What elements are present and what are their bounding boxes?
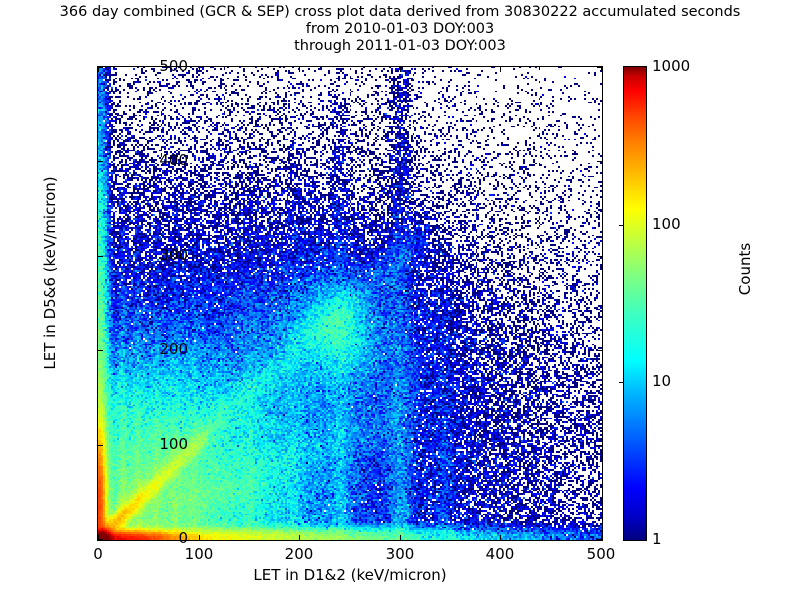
x-tick-mark [299, 535, 300, 540]
y-tick-label: 500 [159, 57, 188, 75]
figure-title: 366 day combined (GCR & SEP) cross plot … [0, 4, 800, 55]
y-tick-mark [597, 445, 602, 446]
x-tick-mark [98, 67, 99, 72]
y-tick-mark [98, 350, 103, 351]
colorbar-tick-label: 1000 [652, 57, 691, 75]
colorbar-tick-label: 100 [652, 215, 681, 233]
y-tick-mark [597, 256, 602, 257]
y-tick-mark [597, 350, 602, 351]
x-tick-mark [601, 535, 602, 540]
y-tick-label: 0 [178, 529, 188, 547]
x-tick-mark [400, 67, 401, 72]
title-line-3: through 2011-01-03 DOY:003 [294, 38, 506, 54]
y-tick-mark [98, 256, 103, 257]
x-tick-mark [98, 535, 99, 540]
title-line-2: from 2010-01-03 DOY:003 [305, 21, 495, 37]
x-tick-label: 400 [485, 545, 515, 563]
y-tick-mark [98, 161, 103, 162]
y-tick-mark [597, 539, 602, 540]
x-tick-label: 0 [93, 545, 103, 563]
y-tick-label: 300 [159, 246, 188, 264]
y-tick-label: 400 [159, 151, 188, 169]
y-tick-label: 100 [159, 435, 188, 453]
colorbar-tick-mark [619, 225, 624, 226]
y-tick-mark [597, 67, 602, 68]
x-tick-mark [199, 535, 200, 540]
y-tick-mark [98, 445, 103, 446]
colorbar-title: Counts [736, 242, 754, 296]
x-tick-label: 300 [385, 545, 415, 563]
y-tick-label: 200 [159, 340, 188, 358]
y-tick-mark [597, 161, 602, 162]
x-tick-label: 500 [586, 545, 616, 563]
x-tick-mark [199, 67, 200, 72]
x-tick-mark [299, 67, 300, 72]
y-axis-title: LET in D5&6 (keV/micron) [41, 176, 59, 370]
colorbar-tick-label: 1 [652, 530, 662, 548]
x-tick-mark [500, 535, 501, 540]
y-tick-mark [98, 67, 103, 68]
colorbar-tick-mark [619, 382, 624, 383]
x-axis-title: LET in D1&2 (keV/micron) [253, 566, 447, 584]
x-tick-mark [500, 67, 501, 72]
colorbar-tick-label: 10 [652, 372, 672, 390]
x-tick-label: 200 [284, 545, 314, 563]
x-tick-mark [601, 67, 602, 72]
plot-area [97, 66, 603, 541]
y-tick-mark [98, 539, 103, 540]
x-tick-mark [400, 535, 401, 540]
colorbar [619, 66, 647, 541]
title-line-1: 366 day combined (GCR & SEP) cross plot … [59, 4, 741, 20]
density-heatmap [98, 67, 602, 540]
x-tick-label: 100 [184, 545, 214, 563]
colorbar-gradient [624, 67, 646, 540]
